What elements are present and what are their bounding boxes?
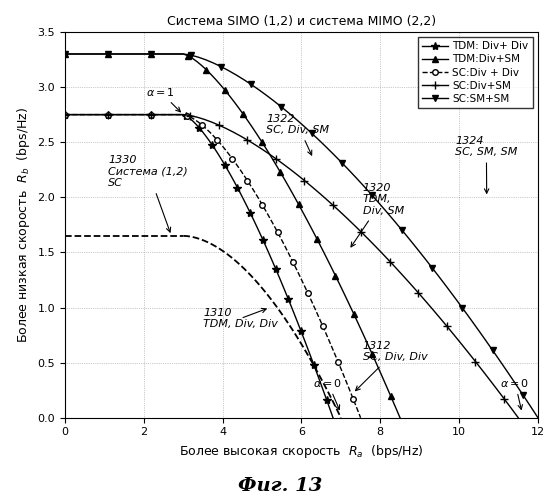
SC:Div + Div (62, 112, 68, 117)
SC:Div+SM (62, 112, 68, 117)
SC:SM+SM (158, 51, 165, 57)
Text: 1330
Система (1,2)
SC: 1330 Система (1,2) SC (109, 155, 188, 232)
TDM: Div+ Div: (3.32, 2.66): Div+ Div: (3.32, 2.66) (193, 121, 199, 127)
Line: SC:Div+SM: SC:Div+SM (61, 110, 522, 422)
SC:Div+SM (208, 119, 215, 125)
Text: Фиг. 13: Фиг. 13 (238, 477, 322, 495)
SC:Div+SM (401, 274, 408, 280)
Text: 1322
SC, Div, SM: 1322 SC, Div, SM (266, 114, 329, 155)
SC:Div+SM (515, 414, 521, 420)
Text: 1312
SC, Div, Div: 1312 SC, Div, Div (356, 341, 427, 390)
SC:SM+SM (414, 246, 421, 252)
SC:Div + Div (357, 414, 364, 420)
TDM:Div+SM (62, 51, 68, 57)
Title: Система SIMO (1,2) и система MIMO (2,2): Система SIMO (1,2) и система MIMO (2,2) (167, 15, 436, 28)
TDM: Div+ Div: (5.51, 1.21): Div+ Div: (5.51, 1.21) (279, 281, 286, 287)
Text: 1324
SC, SM, SM: 1324 SC, SM, SM (455, 136, 517, 194)
SC:SM+SM (83, 51, 90, 57)
Line: SC:SM+SM: SC:SM+SM (62, 51, 541, 420)
X-axis label: Более высокая скорость  $R_a$  (bps/Hz): Более высокая скорость $R_a$ (bps/Hz) (179, 443, 424, 460)
SC:Div + Div (158, 112, 165, 117)
Text: $\alpha=0$: $\alpha=0$ (501, 377, 530, 410)
Y-axis label: Более низкая скорость  $R_b$  (bps/Hz): Более низкая скорость $R_b$ (bps/Hz) (15, 107, 32, 343)
TDM: Div+ Div: (4.54, 1.98): Div+ Div: (4.54, 1.98) (240, 197, 247, 203)
Text: 1310
TDM, Div, Div: 1310 TDM, Div, Div (203, 308, 278, 330)
TDM: Div+ Div: (1.64, 2.75): Div+ Div: (1.64, 2.75) (126, 112, 133, 117)
SC:Div+SM (315, 190, 322, 196)
SC:Div + Div (251, 190, 258, 196)
TDM:Div+SM (396, 414, 403, 420)
Line: SC:Div + Div: SC:Div + Div (62, 112, 363, 420)
SC:Div + Div (195, 119, 202, 125)
TDM:Div+SM (158, 51, 165, 57)
SC:Div + Div (297, 274, 304, 280)
SC:SM+SM (323, 144, 330, 150)
TDM:Div+SM (126, 51, 133, 57)
Line: TDM:Div+SM: TDM:Div+SM (62, 51, 403, 420)
TDM:Div+SM (198, 62, 205, 68)
TDM: Div+ Div: (2.45, 2.75): Div+ Div: (2.45, 2.75) (158, 112, 165, 117)
SC:Div + Div (83, 112, 90, 117)
TDM: Div+ Div: (0, 2.75): Div+ Div: (0, 2.75) (62, 112, 68, 117)
SC:Div+SM (158, 112, 165, 117)
Text: $\alpha=0$: $\alpha=0$ (313, 377, 343, 410)
Line: TDM: Div+ Div: TDM: Div+ Div (61, 110, 337, 422)
Text: $\alpha=1$: $\alpha=1$ (146, 86, 180, 112)
TDM:Div+SM (323, 254, 330, 260)
Text: 1320
TDM,
Div, SM: 1320 TDM, Div, SM (351, 182, 404, 247)
Legend: TDM: Div+ Div, TDM:Div+SM, SC:Div + Div, SC:Div+SM, SC:SM+SM: TDM: Div+ Div, TDM:Div+SM, SC:Div + Div,… (418, 37, 533, 108)
SC:Div + Div (126, 112, 133, 117)
TDM: Div+ Div: (0.545, 2.75): Div+ Div: (0.545, 2.75) (83, 112, 90, 117)
TDM: Div+ Div: (6.8, 0): Div+ Div: (6.8, 0) (330, 414, 337, 420)
SC:SM+SM (210, 60, 217, 66)
SC:SM+SM (535, 414, 542, 420)
SC:Div+SM (83, 112, 90, 117)
TDM:Div+SM (268, 154, 274, 160)
SC:SM+SM (126, 51, 133, 57)
TDM:Div+SM (83, 51, 90, 57)
SC:SM+SM (62, 51, 68, 57)
SC:Div+SM (126, 112, 133, 117)
